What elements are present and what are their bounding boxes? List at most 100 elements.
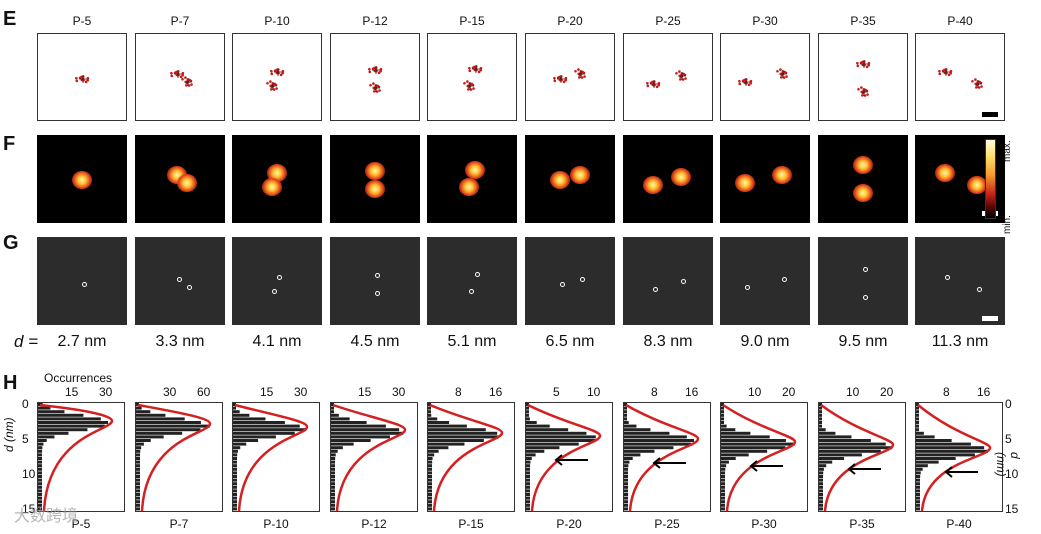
histogram-bar <box>721 475 726 478</box>
fit-curve <box>625 403 700 511</box>
histogram-bar <box>428 460 433 464</box>
localization-dot <box>738 82 742 86</box>
localization-dot <box>78 76 82 80</box>
histogram-bar <box>428 403 431 406</box>
histogram-bar <box>38 496 42 500</box>
histogram-bar <box>38 485 42 489</box>
histogram-bar <box>916 496 920 500</box>
histogram-bar <box>331 413 339 417</box>
histogram-bar <box>233 431 295 435</box>
localization-dot <box>678 70 681 73</box>
localization-dot <box>187 84 191 87</box>
histogram-bar <box>721 464 727 468</box>
localization-crosshair <box>466 82 474 90</box>
panel-e-box-p-10 <box>232 33 322 121</box>
centroid-dot <box>945 275 950 280</box>
column-label-p-35: P-35 <box>850 14 876 28</box>
histogram-bar <box>136 417 185 421</box>
histogram-bar <box>428 464 433 468</box>
localization-dot <box>949 69 953 73</box>
localization-dot <box>857 87 860 91</box>
histogram-bar <box>526 503 530 507</box>
histogram-bar <box>819 485 824 489</box>
localization-dot <box>471 66 475 70</box>
histogram-bar <box>526 403 529 406</box>
histogram-bar <box>526 410 529 414</box>
histogram-plot <box>721 403 797 511</box>
distance-label-p-35: 9.5 nm <box>838 333 888 350</box>
histogram-bar <box>721 413 724 417</box>
histogram-plot <box>624 403 700 511</box>
histogram-top-tick: 20 <box>782 385 796 399</box>
localization-dot <box>269 88 273 91</box>
column-label-p-15: P-15 <box>459 14 485 28</box>
histogram-plot <box>526 403 602 511</box>
localization-dot <box>75 79 79 83</box>
histogram-bar <box>136 496 140 500</box>
panel-e-box-p-5 <box>37 33 127 121</box>
histogram-bar <box>233 489 237 493</box>
centroid-dot <box>187 285 192 290</box>
colorbar <box>985 139 996 219</box>
histogram-bar <box>38 439 47 442</box>
localization-crosshair <box>472 65 480 73</box>
localization-dot <box>181 73 185 77</box>
localization-dot <box>375 90 379 93</box>
histogram-bar <box>526 435 596 439</box>
histogram-bar <box>721 428 736 432</box>
histogram-bar <box>38 453 43 457</box>
histogram-bar <box>136 413 166 417</box>
panel-e-box-p-7 <box>135 33 225 121</box>
panel-e-box-p-20 <box>525 33 615 121</box>
histogram-bar <box>526 449 545 453</box>
histogram-bar <box>819 439 871 442</box>
centroid-dot <box>653 287 658 292</box>
localization-dot <box>184 84 188 87</box>
localization-dot <box>463 81 466 85</box>
distance-label-p-12: 4.5 nm <box>350 333 400 350</box>
fit-curve <box>332 403 407 511</box>
histogram-p-30 <box>720 402 808 512</box>
histogram-bar <box>331 410 334 414</box>
histogram-p-20 <box>525 402 613 512</box>
histogram-bar <box>819 449 881 453</box>
histogram-bar <box>38 457 43 460</box>
fit-curve <box>39 403 114 511</box>
histogram-bar <box>526 457 532 460</box>
histogram-bar <box>916 439 952 442</box>
arrow-icon <box>749 460 783 472</box>
histogram-bar <box>331 460 336 464</box>
histogram-bar <box>526 442 579 446</box>
localization-dot <box>974 78 977 81</box>
localization-dot <box>173 71 177 75</box>
histogram-bar <box>721 460 729 464</box>
histogram-bar <box>331 485 335 489</box>
histogram-bar <box>428 503 432 507</box>
histogram-bar <box>136 446 142 450</box>
column-label-p-25: P-25 <box>655 14 681 28</box>
scale-bar <box>982 316 998 321</box>
histogram-bar <box>136 431 183 435</box>
histogram-label-p-30: P-30 <box>751 517 777 531</box>
histogram-bar <box>624 493 628 496</box>
centroid-dot <box>375 291 380 296</box>
histogram-bar <box>624 489 628 493</box>
histogram-bar <box>721 431 751 435</box>
histogram-bar <box>38 493 42 496</box>
localization-dot <box>646 84 650 88</box>
column-label-p-7: P-7 <box>170 14 190 28</box>
histogram-bar <box>916 500 920 504</box>
histogram-bar <box>38 464 43 468</box>
histogram-bar <box>526 464 531 468</box>
histogram-left-tick: 0 <box>22 397 29 411</box>
localization-dot <box>657 83 661 87</box>
histogram-bar <box>38 446 43 450</box>
panel-letter-h: H <box>3 372 18 394</box>
localization-dot <box>270 69 273 73</box>
localization-cluster-plot <box>75 75 90 84</box>
histogram-bar <box>428 467 433 471</box>
histogram-bar <box>721 482 726 486</box>
histogram-bar <box>136 453 141 457</box>
histogram-bar <box>428 453 435 457</box>
localization-dot <box>270 72 274 76</box>
